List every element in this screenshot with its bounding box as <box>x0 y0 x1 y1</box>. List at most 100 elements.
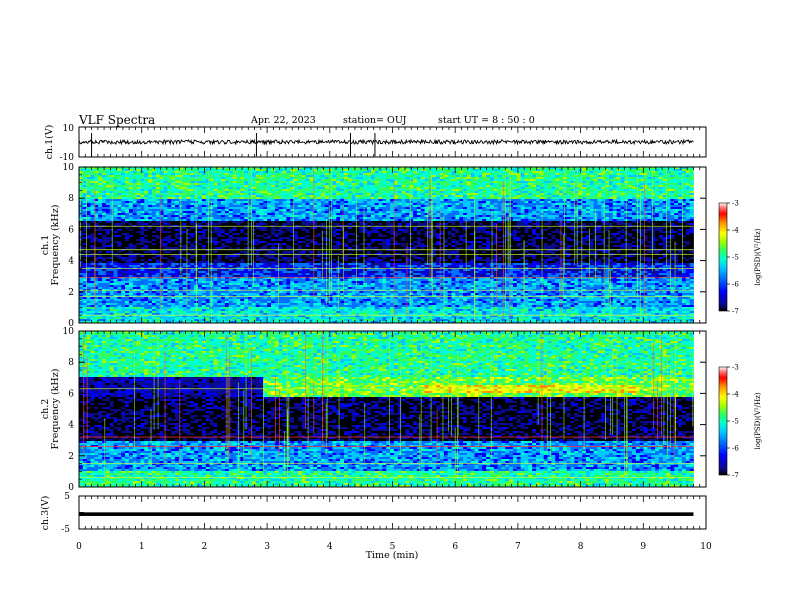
spectrogram-cell <box>221 179 226 182</box>
spectrogram-cell <box>451 187 456 190</box>
spectrogram-cell <box>343 189 349 192</box>
spectrogram-cell <box>443 177 449 180</box>
spectrogram-cell <box>635 209 641 212</box>
spectrogram-cell <box>416 203 422 206</box>
spectrogram-cell <box>536 183 541 186</box>
spectrogram-cell <box>343 179 349 182</box>
spectrogram-cell <box>585 193 591 196</box>
spectrogram-cell <box>478 219 483 222</box>
spectrogram-cell <box>678 203 683 206</box>
spectrogram-cell <box>79 193 84 196</box>
spectrogram-cell <box>463 185 468 188</box>
spectrogram-cell <box>132 213 138 216</box>
spectrogram-cell <box>263 221 268 224</box>
spectrogram-cell <box>482 199 487 202</box>
spectrogram-cell <box>105 211 111 214</box>
spectrogram-cell <box>608 197 614 200</box>
spectrogram-cell <box>628 169 633 172</box>
spectrogram-cell <box>301 223 306 226</box>
spectrogram-cell <box>597 193 602 196</box>
spectrogram-cell <box>463 203 468 206</box>
spectrogram-cell <box>363 199 368 202</box>
spectrogram-cell <box>655 201 660 204</box>
spectrogram-cell <box>616 215 621 218</box>
spectrogram-cell <box>413 183 418 186</box>
spectrogram-cell <box>390 223 395 226</box>
spectrogram-cell <box>578 197 583 200</box>
spectrogram-cell <box>255 213 260 216</box>
spectrogram-cell <box>228 193 234 196</box>
spectrogram-cell <box>121 211 126 214</box>
spectrogram-cell <box>443 167 449 170</box>
spectrogram-cell <box>374 189 379 192</box>
spectrogram-cell <box>566 173 571 176</box>
spectrogram-cell <box>128 169 134 172</box>
spectrogram-cell <box>190 167 195 170</box>
spectrogram-cell <box>228 207 234 210</box>
spectrogram-cell <box>459 183 464 186</box>
spectrogram-cell <box>102 203 107 206</box>
spectrogram-cell <box>355 181 360 184</box>
spectrogram-cell <box>651 175 656 178</box>
spectrogram-cell <box>140 215 145 218</box>
spectrogram-cell <box>267 219 272 222</box>
spectrogram-cell <box>86 169 91 172</box>
spectrogram-cell <box>340 211 345 214</box>
spectrogram-cell <box>420 173 426 176</box>
spectrogram-cell <box>559 207 564 210</box>
spectrogram-cell <box>244 171 249 174</box>
spectrogram-cell <box>585 167 591 170</box>
spectrogram-cell <box>144 193 149 196</box>
spectrogram-cell <box>405 169 410 172</box>
spectrogram-cell <box>532 219 537 222</box>
spectrogram-cell <box>347 189 353 192</box>
spectrogram-cell <box>520 171 525 174</box>
spectrogram-cell <box>340 173 345 176</box>
spectrogram-cell <box>635 199 641 202</box>
spectrogram-cell <box>474 211 479 214</box>
spectrogram-cell <box>551 183 556 186</box>
spectrogram-cell <box>520 193 525 196</box>
spectrogram-cell <box>401 223 406 226</box>
spectrogram-cell <box>155 201 161 204</box>
spectrogram-cell <box>355 175 360 178</box>
spectrogram-cell <box>662 209 667 212</box>
spectrogram-cell <box>532 197 537 200</box>
spectrogram-cell <box>497 191 502 194</box>
spectrogram-cell <box>305 179 310 182</box>
spectrogram-cell <box>397 189 402 192</box>
spectrogram-cell <box>286 217 291 220</box>
spectrogram-cell <box>582 219 587 222</box>
spectrogram-cell <box>378 187 383 190</box>
spectrogram-cell <box>681 183 687 186</box>
spectrogram-cell <box>320 213 326 216</box>
spectrogram-cell <box>436 219 441 222</box>
spectrogram-cell <box>413 193 418 196</box>
spectrogram-cell <box>382 177 387 180</box>
spectrogram-cell <box>570 203 575 206</box>
spectrogram-cell <box>102 185 107 188</box>
spectrogram-cell <box>79 219 84 222</box>
spectrogram-cell <box>328 211 333 214</box>
spectrogram-cell <box>155 195 161 198</box>
spectrogram-cell <box>198 223 203 226</box>
spectrogram-cell <box>674 195 679 198</box>
spectrogram-cell <box>140 179 145 182</box>
spectrogram-cell <box>658 219 664 222</box>
spectrogram-cell <box>301 181 306 184</box>
spectrogram-cell <box>121 175 126 178</box>
spectrogram-cell <box>585 199 591 202</box>
spectrogram-cell <box>524 199 529 202</box>
spectrogram-cell <box>151 191 157 194</box>
spectrogram-cell <box>140 193 145 196</box>
spectrogram-cell <box>428 179 433 182</box>
spectrogram-cell <box>436 181 441 184</box>
spectrogram-cell <box>82 177 88 180</box>
spectrogram-cell <box>125 211 130 214</box>
spectrogram-cell <box>351 221 356 224</box>
spectrogram-cell <box>662 213 667 216</box>
spectrogram-cell <box>474 215 479 218</box>
spectrogram-cell <box>244 213 249 216</box>
spectrogram-cell <box>463 215 468 218</box>
spectrogram-cell <box>685 195 691 198</box>
